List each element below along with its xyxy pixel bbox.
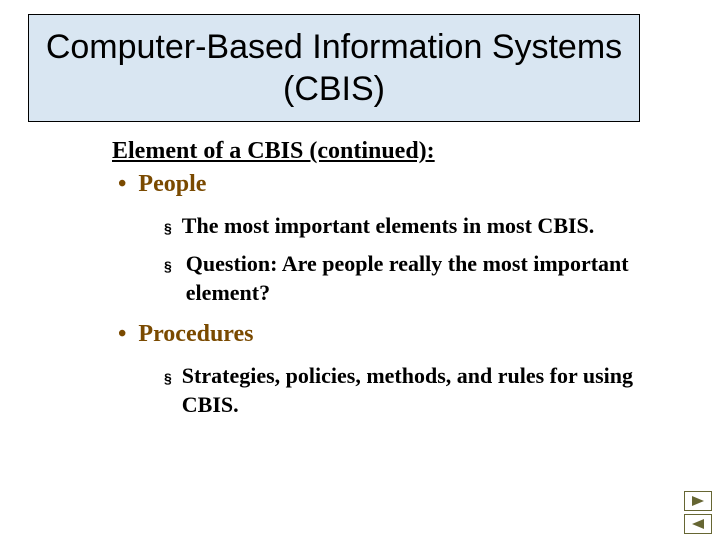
square-bullet-icon: § (164, 252, 172, 280)
list-item-label: Procedures (138, 321, 253, 348)
slide-body: Element of a CBIS (continued): • People … (112, 138, 672, 433)
triangle-left-icon (690, 518, 706, 530)
square-bullet-icon: § (164, 214, 172, 242)
square-bullet-icon: § (164, 364, 172, 392)
sublist-item-text: Strategies, policies, methods, and rules… (182, 362, 642, 419)
slide-title-box: Computer-Based Information Systems (CBIS… (28, 14, 640, 122)
sublist: § Strategies, policies, methods, and rul… (164, 362, 672, 419)
section-subtitle: Element of a CBIS (continued): (112, 138, 672, 165)
sublist-item: § Strategies, policies, methods, and rul… (164, 362, 672, 419)
next-slide-button[interactable] (684, 491, 712, 511)
triangle-right-icon (690, 495, 706, 507)
previous-slide-button[interactable] (684, 514, 712, 534)
list-item-line: • People (118, 171, 672, 198)
sublist-item: § The most important elements in most CB… (164, 212, 672, 242)
nav-arrows (684, 491, 712, 534)
sublist-item: § Question: Are people really the most i… (164, 250, 672, 307)
sublist: § The most important elements in most CB… (164, 212, 672, 307)
slide-title: Computer-Based Information Systems (CBIS… (39, 26, 629, 111)
list-item: • Procedures § Strategies, policies, met… (118, 321, 672, 419)
list-item-label: People (138, 171, 206, 198)
sublist-item-text: Question: Are people really the most imp… (186, 250, 646, 307)
bullet-icon: • (118, 321, 126, 348)
bullet-icon: • (118, 171, 126, 198)
list-item: • People § The most important elements i… (118, 171, 672, 307)
list-item-line: • Procedures (118, 321, 672, 348)
sublist-item-text: The most important elements in most CBIS… (182, 212, 595, 241)
